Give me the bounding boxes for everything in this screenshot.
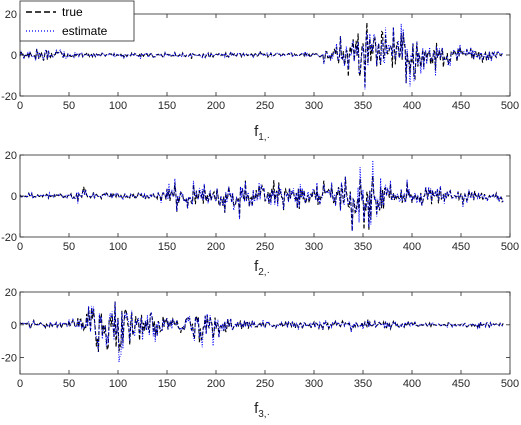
x-tick-label: 450 xyxy=(452,378,470,390)
x-tick-label: 250 xyxy=(256,100,274,112)
ticks-3: 0 50 100 150 200 250 300 350 400 450 500 -20 0 20 xyxy=(1,287,519,390)
x-tick-label: 400 xyxy=(403,100,421,112)
x-tick-label: 300 xyxy=(305,378,323,390)
x-tick-label: 100 xyxy=(109,241,127,253)
x-tick-label: 250 xyxy=(256,241,274,253)
plot-area-2 xyxy=(19,160,504,232)
x-tick-label: 500 xyxy=(501,100,519,112)
x-tick-label: 450 xyxy=(452,100,470,112)
panel-3: 0 50 100 150 200 250 300 350 400 450 500 -20 0 20 f3,… xyxy=(1,287,519,420)
x-tick-label: 350 xyxy=(354,378,372,390)
x-tick-label: 0 xyxy=(17,241,23,253)
x-tick-label: 200 xyxy=(207,241,225,253)
xlabel-3: f3,· xyxy=(254,400,270,420)
y-tick-label: -20 xyxy=(1,232,17,244)
y-tick-label: -20 xyxy=(1,353,17,365)
y-tick-label: 0 xyxy=(11,320,17,332)
legend-label-estimate: estimate xyxy=(62,24,108,38)
x-tick-label: 200 xyxy=(207,378,225,390)
x-tick-label: 100 xyxy=(109,378,127,390)
xlabel-2: f2,· xyxy=(254,258,270,278)
legend-box xyxy=(19,0,135,42)
y-tick-label: 20 xyxy=(5,287,17,299)
x-tick-label: 300 xyxy=(305,241,323,253)
x-tick-label: 0 xyxy=(17,100,23,112)
x-tick-label: 100 xyxy=(109,100,127,112)
series-true-line xyxy=(19,175,504,232)
x-tick-label: 450 xyxy=(452,241,470,253)
x-tick-label: 150 xyxy=(158,100,176,112)
x-tick-label: 300 xyxy=(305,100,323,112)
x-tick-label: 250 xyxy=(256,378,274,390)
plot-area-1 xyxy=(19,22,504,90)
series-true-line xyxy=(19,301,504,352)
x-tick-label: 50 xyxy=(63,241,75,253)
x-tick-label: 0 xyxy=(17,378,23,390)
legend: true estimate xyxy=(19,0,135,42)
x-tick-label: 500 xyxy=(501,241,519,253)
y-tick-label: 20 xyxy=(5,150,17,162)
x-tick-label: 500 xyxy=(501,378,519,390)
x-tick-label: 350 xyxy=(354,241,372,253)
y-tick-label: 0 xyxy=(11,50,17,62)
xlabel-1: f1,· xyxy=(254,123,270,143)
y-tick-label: 0 xyxy=(11,191,17,203)
y-tick-label: -20 xyxy=(1,91,17,103)
series-estimate-line xyxy=(19,160,504,232)
series-estimate-line xyxy=(19,301,504,363)
x-tick-label: 400 xyxy=(403,241,421,253)
x-tick-label: 200 xyxy=(207,100,225,112)
x-tick-label: 50 xyxy=(63,378,75,390)
x-tick-label: 350 xyxy=(354,100,372,112)
x-tick-label: 150 xyxy=(158,241,176,253)
plot-area-3 xyxy=(19,301,504,363)
x-tick-label: 50 xyxy=(63,100,75,112)
legend-label-true: true xyxy=(62,5,83,19)
y-tick-label: 20 xyxy=(5,9,17,21)
x-tick-label: 150 xyxy=(158,378,176,390)
axes-box-3 xyxy=(19,291,511,375)
x-tick-label: 400 xyxy=(403,378,421,390)
